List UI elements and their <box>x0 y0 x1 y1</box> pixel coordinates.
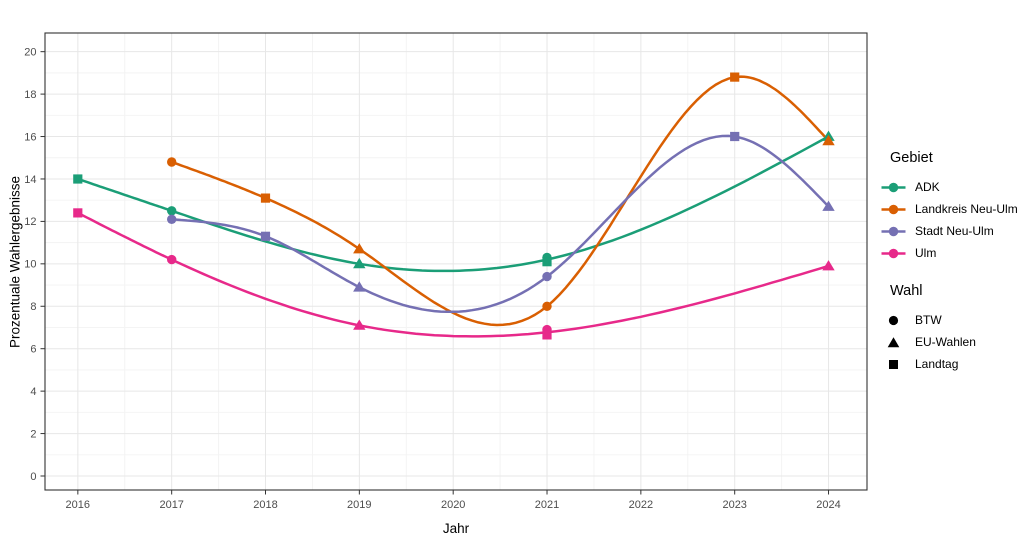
y-tick-label: 2 <box>30 428 36 440</box>
legend-item-landkreis-neu-ulm: Landkreis Neu-Ulm <box>880 198 1024 220</box>
line-circle-key-icon <box>881 182 906 192</box>
x-axis-title: Jahr <box>442 521 470 536</box>
x-tick-label: 2016 <box>66 499 90 511</box>
line-circle-key-icon <box>881 248 906 258</box>
x-tick-label: 2024 <box>816 499 840 511</box>
x-tick-labels: 2016 2017 2018 2019 2020 2021 2022 2023 2024 <box>66 499 841 511</box>
x-tick-label: 2018 <box>253 499 277 511</box>
point-triangle <box>822 260 835 271</box>
series-markers <box>73 72 835 340</box>
legend-item-ulm: Ulm <box>880 242 1024 264</box>
y-tick-label: 20 <box>24 47 36 59</box>
y-tick-label: 16 <box>24 131 36 143</box>
markers-adk <box>73 130 835 269</box>
axis-ticks <box>40 51 830 495</box>
gridlines-major <box>45 33 867 490</box>
point-circle <box>167 157 177 167</box>
legend-item-label: Ulm <box>915 245 937 260</box>
point-square <box>73 208 83 218</box>
panel-border <box>44 32 868 491</box>
markers-ulm <box>73 208 835 340</box>
legend-item-label: Landkreis Neu-Ulm <box>915 201 1018 216</box>
square-marker-icon <box>889 359 898 369</box>
point-circle <box>167 214 177 224</box>
point-triangle <box>353 243 366 254</box>
line-stadt-neu-ulm <box>170 134 830 314</box>
point-square <box>542 257 552 267</box>
x-tick-label: 2021 <box>535 499 559 511</box>
point-square <box>730 131 740 142</box>
y-axis-title: Prozentuale Wahlergebnisse <box>7 175 23 349</box>
legend-item-stadt-neu-ulm: Stadt Neu-Ulm <box>880 220 1024 242</box>
y-tick-label: 10 <box>24 259 36 271</box>
point-triangle <box>822 200 835 211</box>
legend-item-eu-wahlen: EU-Wahlen <box>880 331 1024 353</box>
point-triangle <box>353 319 366 330</box>
point-triangle <box>822 134 835 146</box>
x-tick-label: 2023 <box>722 499 746 511</box>
point-circle <box>167 206 177 216</box>
point-square <box>260 231 271 241</box>
x-tick-label: 2019 <box>347 499 371 511</box>
point-triangle <box>353 281 366 292</box>
x-tick-label: 2022 <box>629 499 653 511</box>
markers-stadt-neu-ulm <box>167 131 835 292</box>
markers-landkreis-neu-ulm <box>167 72 835 311</box>
gridlines-minor <box>45 33 867 490</box>
legend-item-label: Stadt Neu-Ulm <box>915 223 994 238</box>
y-tick-label: 0 <box>30 471 36 483</box>
legend-item-adk: ADK <box>880 176 1024 198</box>
triangle-marker-icon <box>887 336 900 347</box>
y-tick-label: 14 <box>24 174 36 186</box>
point-circle <box>542 271 552 282</box>
legend-item-label: Landtag <box>915 356 959 371</box>
y-tick-label: 18 <box>24 89 36 101</box>
point-square <box>73 174 83 184</box>
legend-gebiet-title: Gebiet <box>890 150 933 166</box>
x-tick-label: 2020 <box>441 499 465 511</box>
legend-item-label: ADK <box>915 179 940 194</box>
legend-item-label: BTW <box>915 312 942 327</box>
line-circle-key-icon <box>881 204 906 214</box>
legend-item-btw: BTW <box>880 309 1024 331</box>
y-tick-label: 6 <box>30 344 36 356</box>
point-square <box>542 330 552 340</box>
y-tick-label: 4 <box>30 386 36 398</box>
legend-item-label: EU-Wahlen <box>915 334 976 349</box>
y-tick-labels: 0 2 4 6 8 10 12 14 16 18 20 <box>24 47 36 483</box>
y-tick-label: 8 <box>30 301 36 313</box>
point-triangle <box>353 257 366 269</box>
y-tick-label: 12 <box>24 216 36 228</box>
legend-wahl-title: Wahl <box>890 283 923 299</box>
line-circle-key-icon <box>881 226 906 236</box>
legend: Gebiet ADK Landkreis Neu-Ulm Stadt Neu-U… <box>880 149 1024 375</box>
x-tick-label: 2017 <box>159 499 183 511</box>
point-square <box>730 72 740 82</box>
point-circle <box>542 301 552 311</box>
point-square <box>260 193 271 203</box>
legend-item-landtag: Landtag <box>880 353 1024 375</box>
point-circle <box>167 254 177 265</box>
circle-marker-icon <box>888 315 899 325</box>
